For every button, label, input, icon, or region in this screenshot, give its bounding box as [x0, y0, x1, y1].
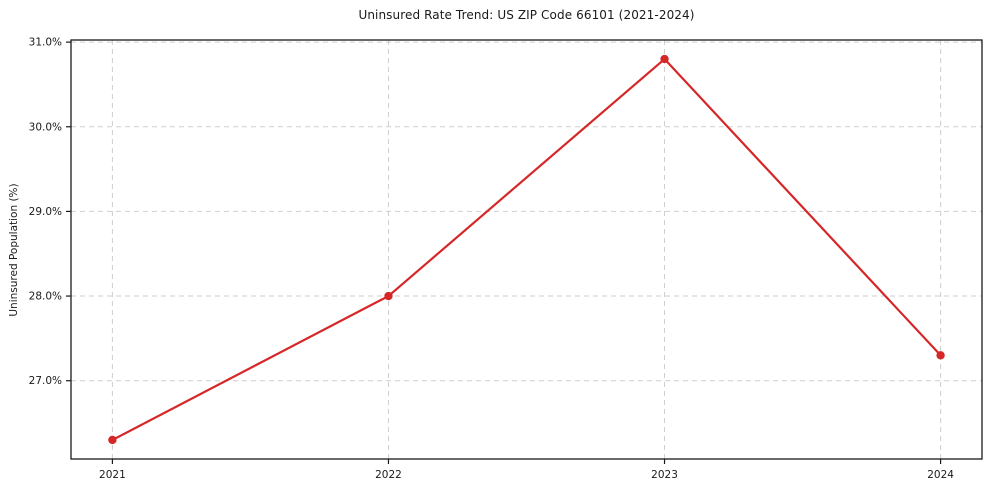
data-line-uninsured-rate	[111, 57, 942, 442]
grid-lines	[71, 40, 982, 459]
y-tick-label: 28.0%	[29, 291, 62, 303]
y-tick-label: 30.0%	[29, 121, 62, 133]
x-tick-label: 2021	[99, 469, 126, 481]
chart-title: Uninsured Rate Trend: US ZIP Code 66101 …	[358, 8, 695, 22]
data-point-2023	[660, 54, 669, 64]
data-point-2022	[384, 291, 393, 301]
y-axis-label: Uninsured Population (%)	[8, 183, 20, 317]
axis-ticks: 27.0% 28.0% 29.0% 30.0% 31.0% 2021 2022 2023 202…	[29, 37, 955, 481]
x-tick-label: 2023	[651, 469, 678, 481]
plot-frame	[70, 39, 983, 460]
x-tick-label: 2022	[375, 469, 402, 481]
y-tick-label: 27.0%	[29, 375, 62, 387]
x-tick-label: 2024	[927, 469, 954, 481]
y-tick-label: 29.0%	[29, 206, 62, 218]
data-point-2024	[936, 351, 945, 360]
y-tick-label: 31.0%	[29, 37, 62, 49]
data-point-2021	[108, 435, 117, 445]
